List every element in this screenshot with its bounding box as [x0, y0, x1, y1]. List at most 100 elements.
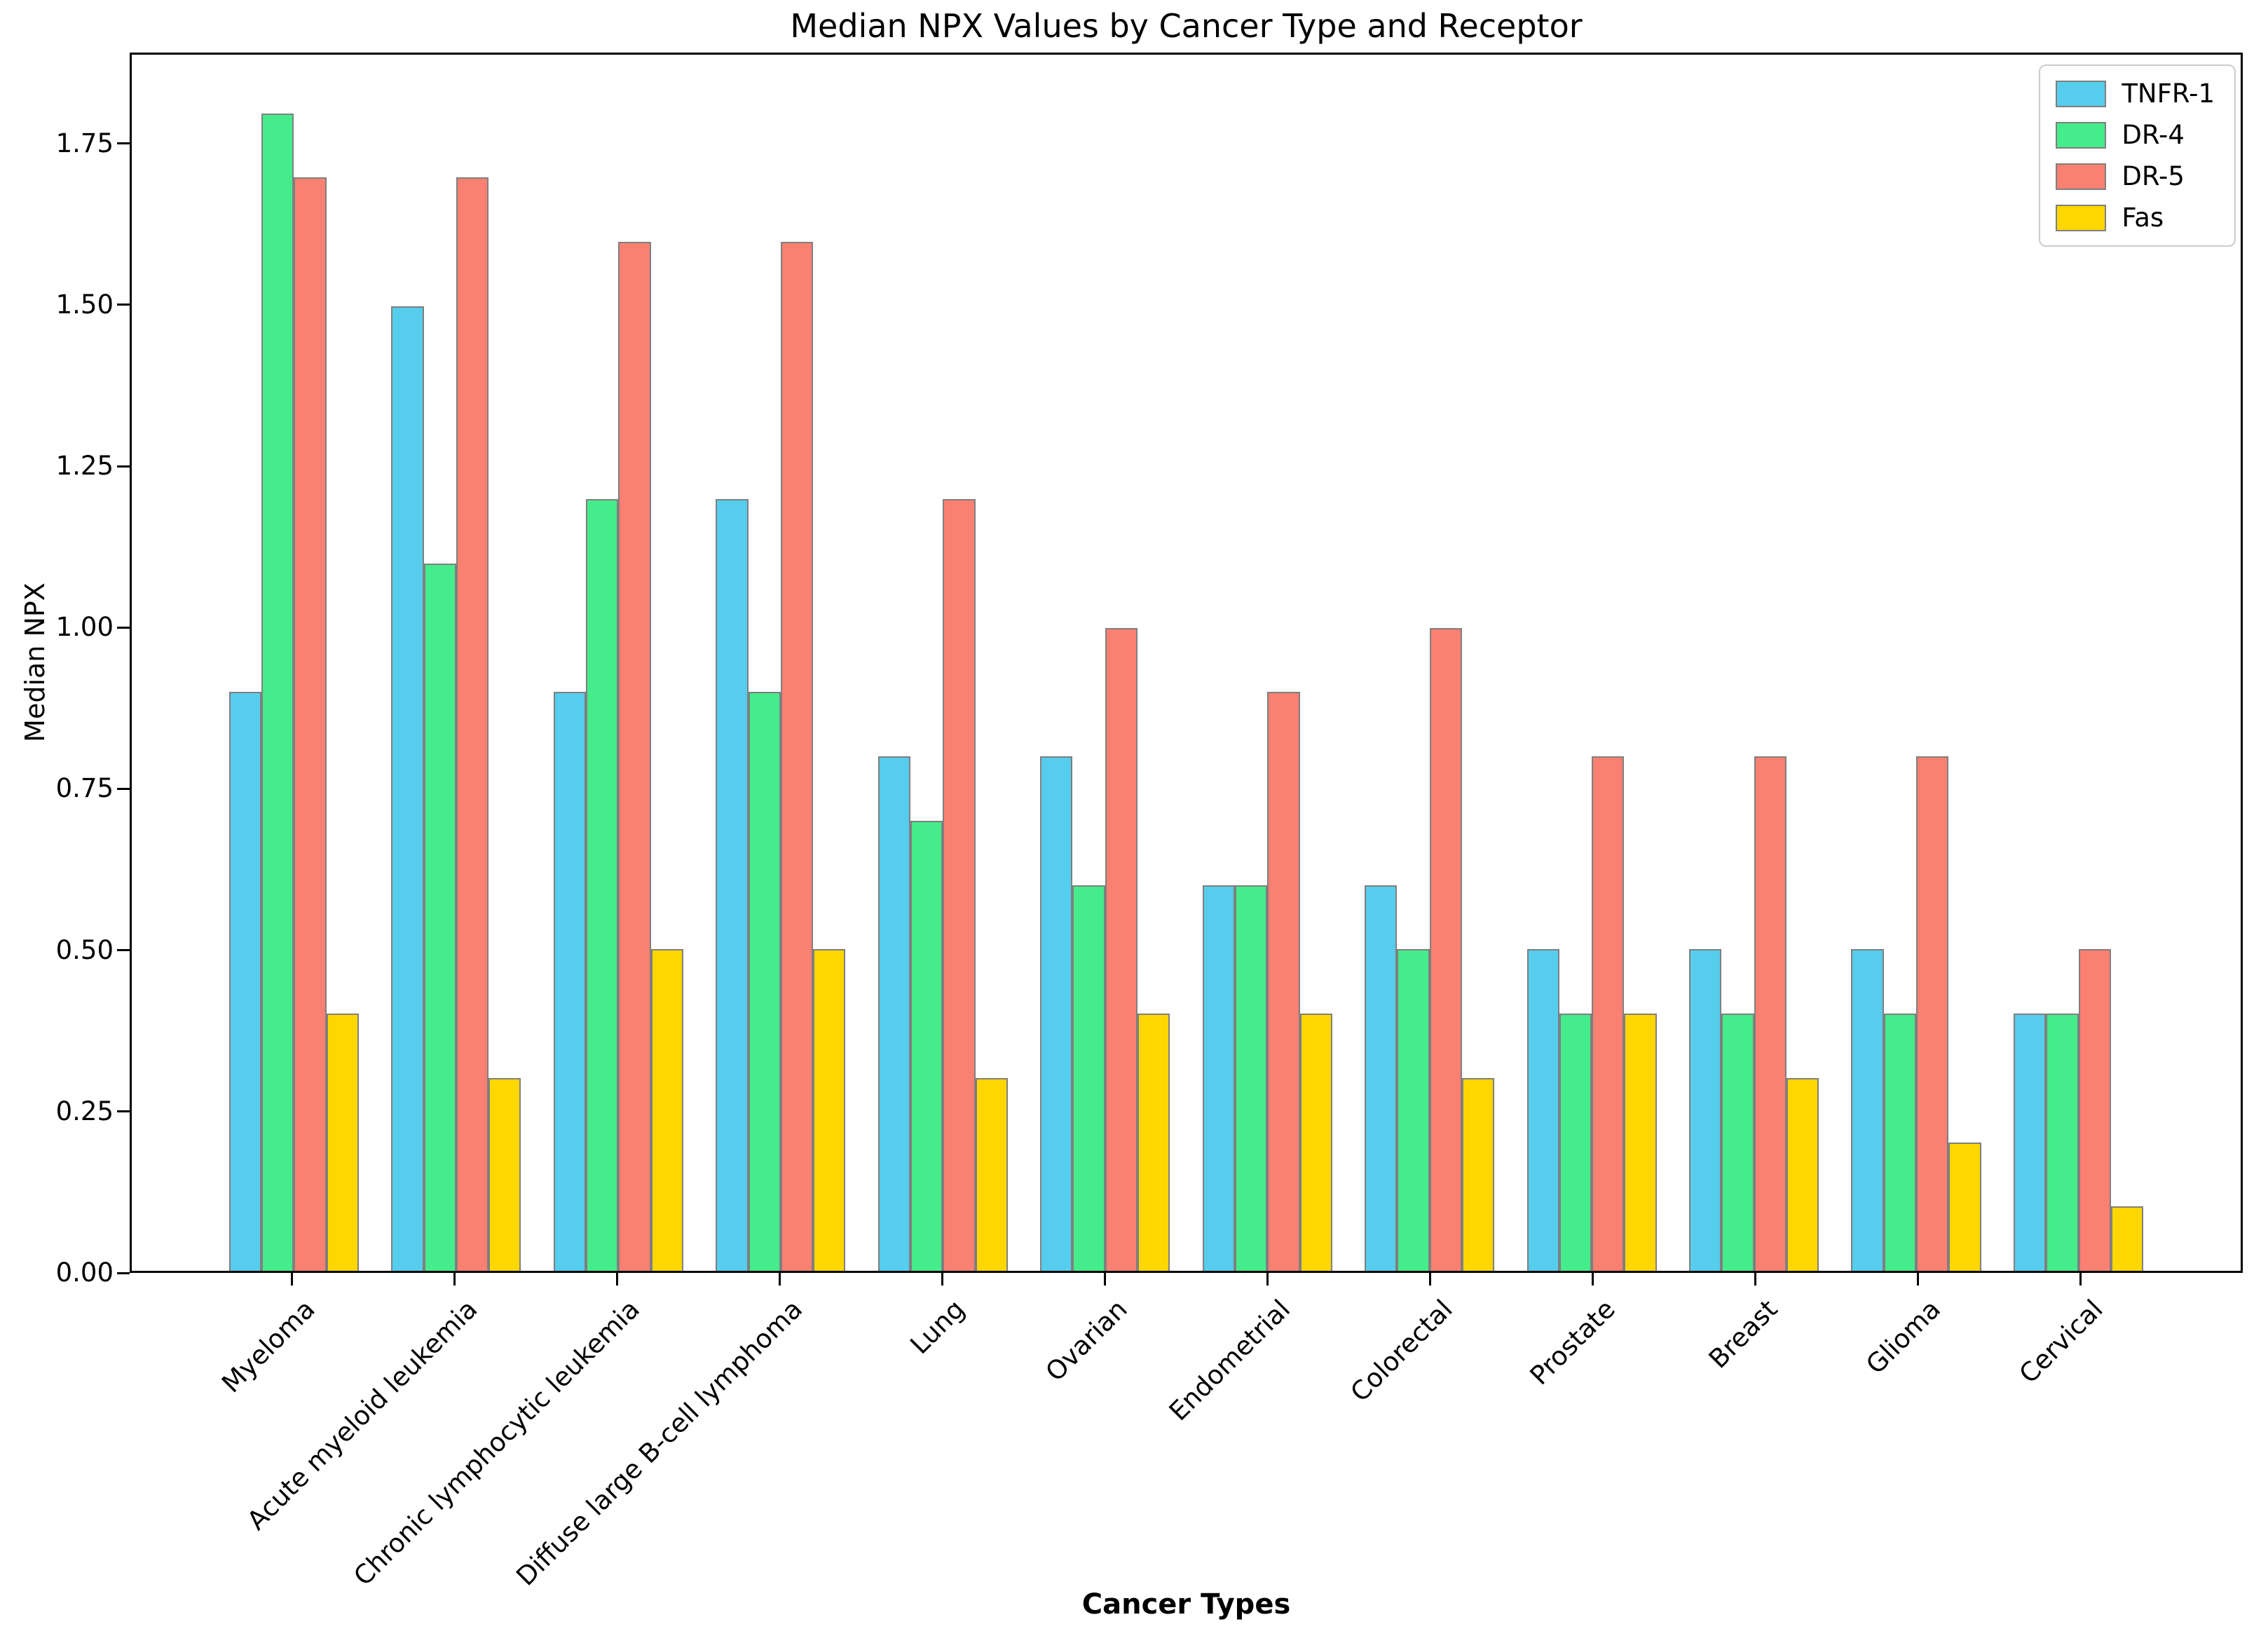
legend-item-dr-5: DR-5 — [2056, 161, 2215, 191]
bar-dr-4-lung — [910, 820, 943, 1271]
y-tick-label: 0.00 — [55, 1257, 114, 1288]
bar-dr-5-diffuse-large-b-cell-lymphoma — [780, 242, 814, 1271]
y-tick-label: 1.00 — [55, 612, 114, 643]
bar-fas-endometrial — [1299, 1014, 1332, 1271]
bar-dr-4-endometrial — [1234, 885, 1268, 1271]
x-tick-mark — [2079, 1273, 2082, 1286]
legend-item-fas: Fas — [2056, 203, 2215, 233]
y-axis-label: Median NPX — [20, 582, 50, 742]
bar-dr-5-chronic-lymphocytic-leukemia — [618, 242, 651, 1271]
bar-tnfr-1-lung — [877, 756, 910, 1271]
x-tick-mark — [1916, 1273, 1919, 1286]
legend-swatch-fas — [2056, 204, 2107, 231]
y-tick-mark — [117, 304, 130, 306]
bar-tnfr-1-acute-myeloid-leukemia — [391, 306, 424, 1271]
y-tick-label: 0.50 — [55, 934, 114, 965]
bar-tnfr-1-glioma — [1851, 949, 1884, 1271]
x-tick-label: Cervical — [2013, 1294, 2109, 1389]
x-tick-mark — [1266, 1273, 1269, 1286]
x-tick-label: Myeloma — [215, 1294, 321, 1399]
y-tick-label: 0.75 — [55, 773, 114, 804]
bar-dr-5-colorectal — [1429, 627, 1462, 1271]
bar-tnfr-1-prostate — [1526, 949, 1559, 1271]
bar-dr-5-ovarian — [1105, 627, 1138, 1271]
x-tick-mark — [291, 1273, 294, 1286]
bar-fas-prostate — [1624, 1014, 1657, 1271]
bar-tnfr-1-chronic-lymphocytic-leukemia — [553, 692, 587, 1271]
bar-dr-4-cervical — [2046, 1014, 2079, 1271]
bar-tnfr-1-ovarian — [1040, 756, 1073, 1271]
bar-dr-5-glioma — [1916, 756, 1949, 1271]
legend-swatch-dr-4 — [2056, 121, 2107, 149]
legend: TNFR-1 DR-4 DR-5 Fas — [2039, 64, 2236, 247]
bar-dr-4-breast — [1721, 1014, 1754, 1271]
bar-tnfr-1-colorectal — [1365, 885, 1398, 1271]
plot-area — [130, 53, 2243, 1273]
x-axis-label: Cancer Types — [1081, 1588, 1291, 1621]
legend-label: Fas — [2122, 203, 2164, 233]
x-tick-mark — [779, 1273, 781, 1286]
x-tick-label: Endometrial — [1163, 1294, 1296, 1427]
bar-dr-4-glioma — [1883, 1014, 1917, 1271]
y-tick-mark — [117, 1110, 130, 1113]
bar-fas-glioma — [1948, 1142, 1981, 1271]
bar-dr-4-colorectal — [1397, 949, 1430, 1271]
x-tick-label: Breast — [1703, 1294, 1784, 1375]
bar-dr-5-myeloma — [294, 177, 327, 1271]
bar-dr-4-chronic-lymphocytic-leukemia — [586, 499, 619, 1271]
x-tick-mark — [1591, 1273, 1594, 1286]
bar-dr-4-myeloma — [261, 113, 294, 1271]
y-tick-label: 1.75 — [55, 128, 114, 158]
bar-fas-acute-myeloid-leukemia — [489, 1077, 521, 1271]
x-tick-mark — [1104, 1273, 1107, 1286]
x-tick-label: Lung — [904, 1294, 971, 1361]
bar-tnfr-1-cervical — [2013, 1014, 2047, 1271]
bar-dr-4-prostate — [1559, 1014, 1592, 1271]
bar-tnfr-1-endometrial — [1202, 885, 1235, 1271]
x-tick-mark — [1754, 1273, 1756, 1286]
bar-fas-ovarian — [1138, 1014, 1170, 1271]
x-tick-label: Diffuse large B-cell lymphoma — [510, 1294, 809, 1592]
bar-dr-5-acute-myeloid-leukemia — [456, 177, 489, 1271]
x-tick-label: Ovarian — [1039, 1294, 1133, 1388]
legend-label: DR-5 — [2122, 161, 2185, 191]
bar-tnfr-1-diffuse-large-b-cell-lymphoma — [716, 499, 749, 1271]
x-tick-label: Glioma — [1859, 1294, 1946, 1380]
bar-dr-5-cervical — [2078, 949, 2111, 1271]
x-tick-label: Colorectal — [1344, 1294, 1459, 1408]
legend-item-dr-4: DR-4 — [2056, 120, 2215, 150]
x-tick-mark — [1428, 1273, 1431, 1286]
y-tick-mark — [117, 626, 130, 629]
bar-dr-4-ovarian — [1072, 885, 1105, 1271]
y-tick-label: 1.25 — [55, 451, 114, 482]
y-tick-mark — [117, 142, 130, 145]
legend-swatch-tnfr-1 — [2056, 80, 2107, 107]
bar-tnfr-1-breast — [1689, 949, 1722, 1271]
bar-fas-myeloma — [326, 1014, 360, 1271]
bar-dr-4-diffuse-large-b-cell-lymphoma — [748, 692, 781, 1271]
y-tick-label: 1.50 — [55, 289, 114, 320]
y-tick-mark — [117, 949, 130, 952]
y-tick-mark — [117, 465, 130, 468]
bar-dr-4-acute-myeloid-leukemia — [423, 563, 456, 1271]
bar-dr-5-prostate — [1592, 756, 1625, 1271]
y-tick-mark — [117, 787, 130, 790]
bar-fas-breast — [1786, 1077, 1819, 1271]
chart-title: Median NPX Values by Cancer Type and Rec… — [790, 7, 1583, 45]
legend-swatch-dr-5 — [2056, 163, 2107, 190]
bar-dr-5-lung — [943, 499, 976, 1271]
bar-dr-5-endometrial — [1267, 692, 1300, 1271]
x-tick-label: Prostate — [1524, 1294, 1621, 1391]
bar-fas-diffuse-large-b-cell-lymphoma — [813, 949, 846, 1271]
bar-fas-lung — [975, 1077, 1008, 1271]
legend-label: DR-4 — [2122, 120, 2185, 150]
bar-fas-chronic-lymphocytic-leukemia — [650, 949, 683, 1271]
legend-item-tnfr-1: TNFR-1 — [2056, 79, 2215, 109]
y-tick-mark — [117, 1272, 130, 1274]
bar-fas-cervical — [2110, 1206, 2144, 1271]
bar-fas-colorectal — [1461, 1077, 1495, 1271]
x-tick-mark — [941, 1273, 944, 1286]
y-tick-label: 0.25 — [55, 1096, 114, 1126]
x-tick-mark — [453, 1273, 456, 1286]
bar-tnfr-1-myeloma — [228, 692, 262, 1271]
